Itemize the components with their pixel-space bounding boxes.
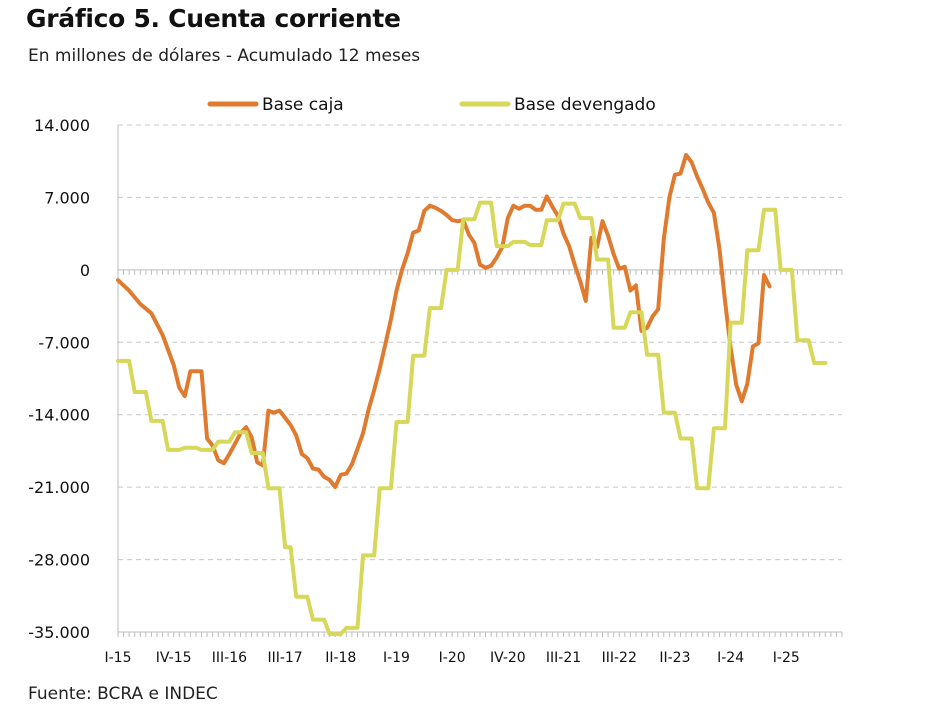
series-line-base-caja xyxy=(116,153,772,490)
legend-label-base-caja: Base caja xyxy=(262,95,344,115)
x-tick-label: III-22 xyxy=(602,650,637,666)
x-tick-label: I-15 xyxy=(105,650,132,666)
x-tick-label: I-19 xyxy=(383,650,410,666)
x-tick-label: II-23 xyxy=(659,650,690,666)
chart-title: Gráfico 5. Cuenta corriente xyxy=(26,4,401,33)
x-tick-label: IV-15 xyxy=(156,650,192,666)
y-tick-label: -35.000 xyxy=(28,623,90,642)
y-tick-label: 14.000 xyxy=(34,116,90,135)
x-tick-label: II-18 xyxy=(325,650,356,666)
x-tick-label: III-21 xyxy=(546,650,581,666)
x-tick-label: I-25 xyxy=(773,650,800,666)
y-tick-label: 0 xyxy=(80,261,90,280)
chart-source: Fuente: BCRA e INDEC xyxy=(28,684,218,704)
x-tick-label: I-24 xyxy=(717,650,744,666)
x-tick-label: III-16 xyxy=(212,650,247,666)
chart-subtitle: En millones de dólares - Acumulado 12 me… xyxy=(28,46,421,66)
series-line-base-devengado xyxy=(116,200,828,637)
y-axis: 14.000 7.000 0 -7.000 -14.000 -21.000 -28.000 -… xyxy=(28,116,119,642)
x-tick-label: III-17 xyxy=(267,650,302,666)
x-tick-label: IV-20 xyxy=(490,650,526,666)
x-tick-label: I-20 xyxy=(439,650,466,666)
legend-label-base-devengado: Base devengado xyxy=(514,95,656,115)
y-tick-label: -14.000 xyxy=(28,406,90,425)
y-tick-label: 7.000 xyxy=(44,188,90,207)
y-tick-label: -7.000 xyxy=(38,333,90,352)
y-tick-label: -28.000 xyxy=(28,551,90,570)
series-lines xyxy=(116,153,828,637)
legend: Base caja Base devengado xyxy=(207,95,656,115)
y-tick-label: -21.000 xyxy=(28,478,90,497)
